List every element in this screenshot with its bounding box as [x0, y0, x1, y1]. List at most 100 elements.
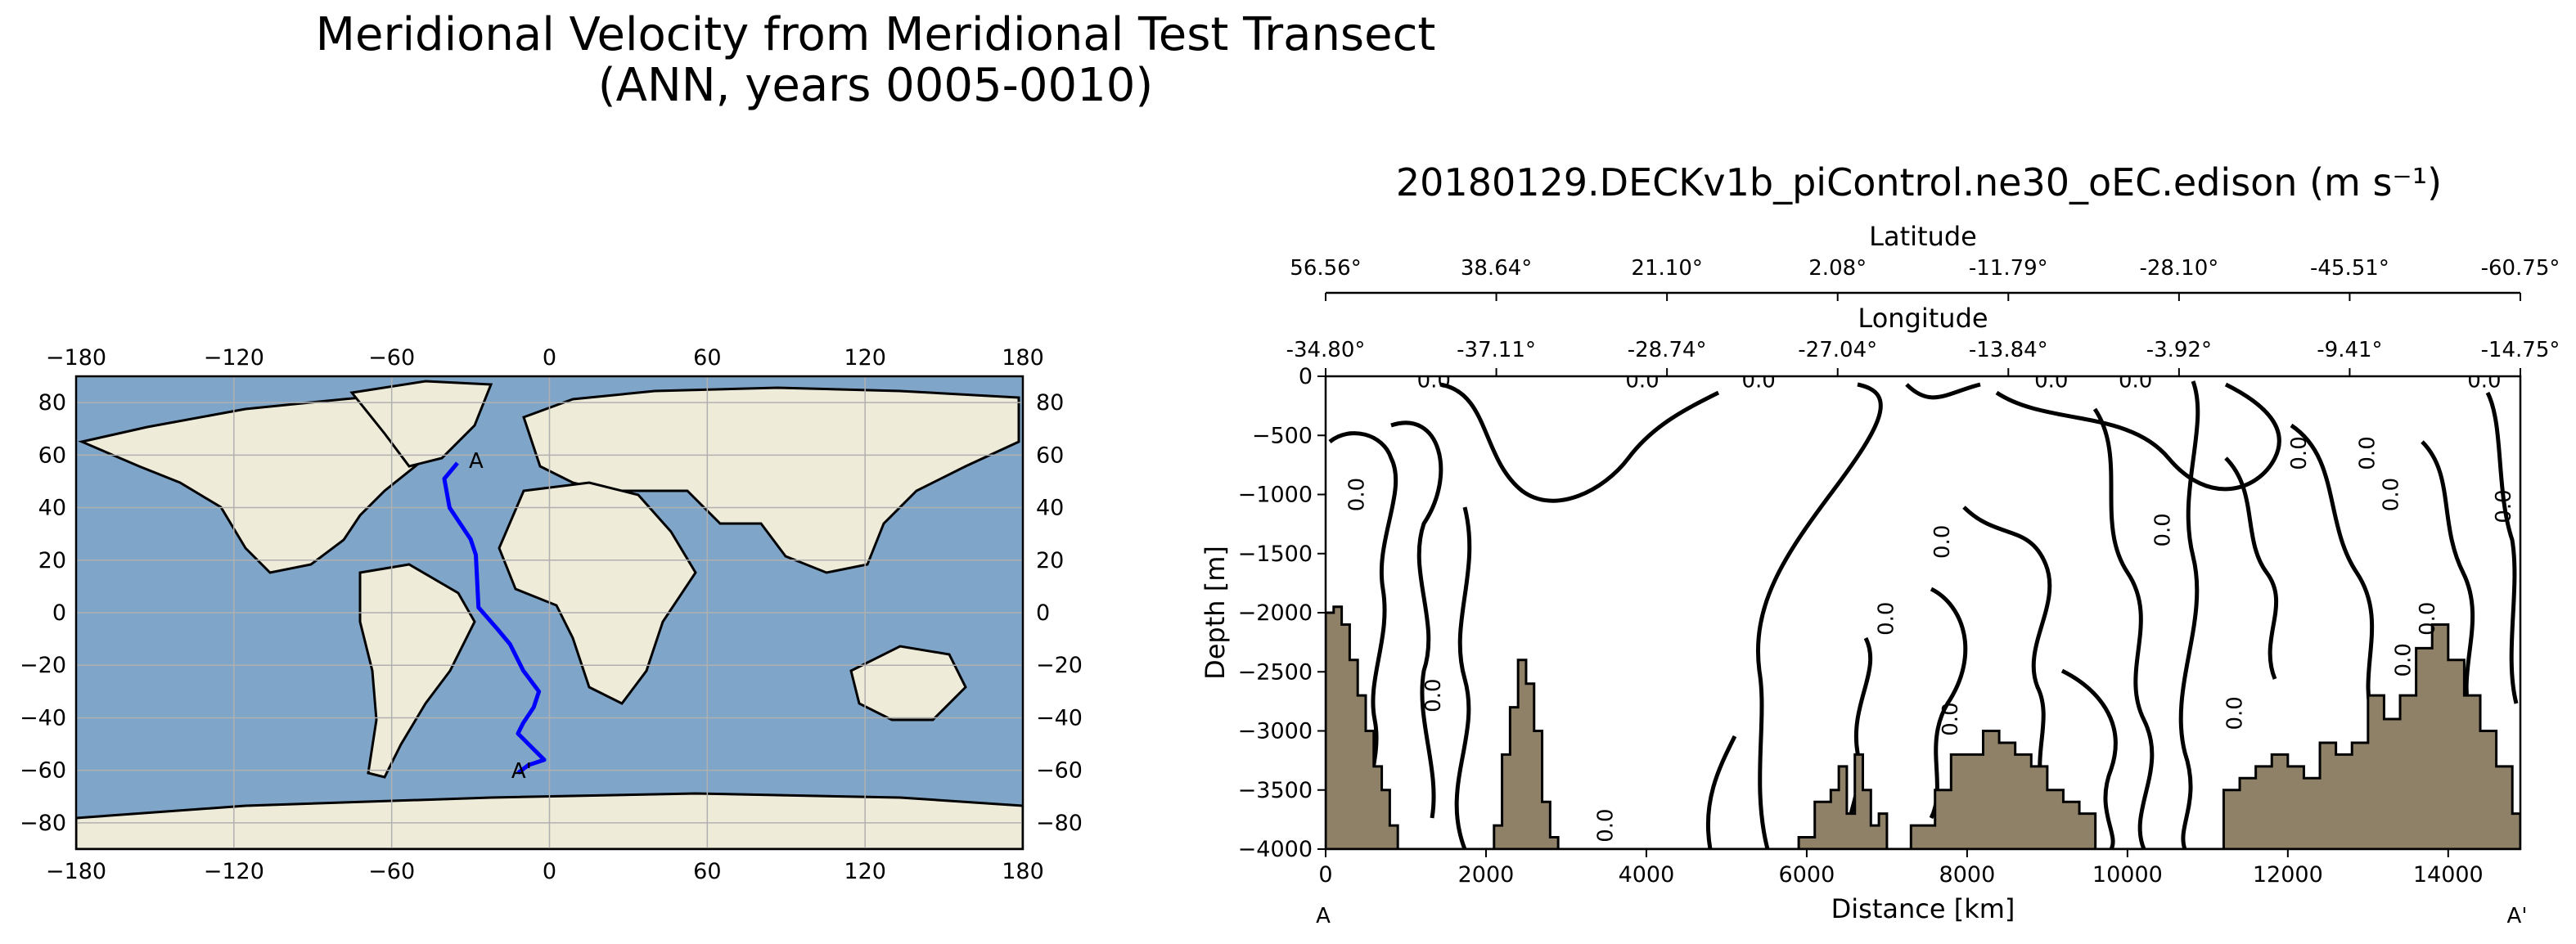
figure-title-line-1: Meridional Velocity from Meridional Test… — [315, 8, 1436, 61]
section-panel: 0.0 0.0 0.0 0.0 0.0 0.00.00.0 0.00.00.00.00.00… — [1200, 221, 2560, 928]
contour-line — [1995, 382, 2281, 492]
contour-line — [1705, 735, 1737, 849]
land-masses — [76, 380, 1023, 849]
distance-tick-label: 8000 — [1939, 862, 1996, 888]
africa-land — [498, 481, 697, 705]
map-top-tick-label: −180 — [46, 345, 106, 371]
section-end-label: A' — [2507, 904, 2528, 928]
map-left-tick-label: −60 — [20, 758, 66, 784]
contour-label: 0.0 — [1939, 702, 1963, 735]
map-bottom-tick-label: 120 — [844, 859, 886, 884]
contour-line — [2224, 456, 2279, 680]
map-left-tick-label: −20 — [20, 653, 66, 678]
longitude-tick-label: -13.84° — [1969, 338, 2048, 362]
latitude-axis-title: Latitude — [1869, 221, 1977, 252]
longitude-tick-label: -14.75° — [2481, 338, 2560, 362]
map-bottom-tick-label: −60 — [368, 859, 415, 884]
contour-line — [1962, 506, 2052, 795]
map-left-tick-label: 20 — [38, 548, 66, 573]
contour-label: 0.0 — [2034, 368, 2068, 393]
map-bottom-tick-label: 60 — [693, 859, 721, 884]
longitude-tick-labels: -34.80° -37.11° -28.74° -27.04° -13.84° -3.92… — [1286, 338, 2560, 376]
distance-axis-title: Distance [km] — [1831, 893, 2015, 924]
depth-tick-label: −3000 — [1238, 719, 1313, 744]
latitude-tick-label: -60.75° — [2481, 256, 2560, 281]
distance-tick-label: 14000 — [2413, 862, 2484, 888]
map-frame — [74, 375, 1025, 851]
contour-line — [2178, 380, 2200, 849]
contour-label: 0.0 — [1625, 368, 1659, 393]
section-start-label: A — [1316, 904, 1331, 928]
depth-tick-label: −1500 — [1238, 542, 1313, 567]
map-panel: A A' −180 −180 −120 −120 −60 −60 0 0 60 60 120 120 1… — [20, 345, 1083, 884]
contour-line — [2060, 668, 2118, 849]
map-tick-labels: −180 −180 −120 −120 −60 −60 0 0 60 60 120 120 180 180… — [20, 345, 1083, 884]
contour-label: 0.0 — [1930, 525, 1955, 559]
map-right-tick-label: 20 — [1036, 548, 1064, 573]
map-top-tick-label: −120 — [204, 345, 264, 371]
contour-label: 0.0 — [1593, 808, 1618, 842]
map-left-tick-label: −80 — [20, 811, 66, 836]
map-top-tick-label: −60 — [368, 345, 415, 371]
contour-label: 0.0 — [2119, 368, 2152, 393]
distance-tick-label: 2000 — [1458, 862, 1515, 888]
contour-label: 0.0 — [1874, 602, 1898, 636]
figure-title-line-2: (ANN, years 0005-0010) — [597, 59, 1154, 112]
map-right-tick-label: −20 — [1036, 653, 1083, 678]
distance-tick-label: 12000 — [2253, 862, 2323, 888]
contour-label: 0.0 — [2223, 696, 2248, 730]
map-top-tick-label: 0 — [543, 345, 556, 371]
contour-label: 0.0 — [1345, 478, 1370, 511]
contour-label: 0.0 — [2391, 643, 2416, 677]
section-axes: 0 2000 4000 6000 8000 10000 12000 14000 0 −500 −10… — [1238, 364, 2484, 888]
depth-tick-label: −1000 — [1238, 483, 1313, 508]
longitude-tick-label: -37.11° — [1457, 338, 1536, 362]
contour-line — [2092, 407, 2155, 849]
map-top-tick-label: 60 — [693, 345, 721, 371]
contour-line — [1439, 382, 1720, 503]
map-right-tick-label: −40 — [1036, 705, 1083, 730]
contour-line — [1454, 506, 1472, 849]
distance-tick-label: 10000 — [2092, 862, 2163, 888]
contour-label: 0.0 — [2416, 602, 2440, 636]
map-right-tick-label: 0 — [1036, 600, 1050, 626]
latitude-tick-label: -45.51° — [2310, 256, 2389, 281]
map-bottom-tick-label: −120 — [204, 859, 264, 884]
map-top-tick-label: 120 — [844, 345, 886, 371]
map-bottom-tick-label: 0 — [543, 859, 556, 884]
latitude-tick-label: 56.56° — [1290, 256, 1361, 281]
map-bottom-tick-label: 180 — [1002, 859, 1044, 884]
depth-tick-label: −3500 — [1238, 778, 1313, 803]
map-right-tick-label: 60 — [1036, 443, 1064, 468]
contour-label: 0.0 — [2380, 478, 2404, 511]
contour-label: 0.0 — [2287, 436, 2312, 470]
contour-line — [1390, 420, 1443, 819]
latitude-tick-label: 21.10° — [1631, 256, 1702, 281]
map-left-tick-label: 40 — [38, 496, 66, 521]
map-left-tick-label: 60 — [38, 443, 66, 468]
map-transect-end-label: A' — [511, 759, 532, 784]
longitude-tick-label: -34.80° — [1286, 338, 1366, 362]
bathymetry — [1326, 605, 2520, 849]
longitude-tick-label: -9.41° — [2317, 338, 2382, 362]
map-bottom-tick-label: −180 — [46, 859, 106, 884]
transect-line — [442, 461, 547, 775]
contour-label: 0.0 — [1421, 678, 1446, 712]
depth-tick-label: −500 — [1252, 423, 1313, 448]
longitude-axis-title: Longitude — [1858, 303, 1988, 334]
depth-tick-label: −2500 — [1238, 659, 1313, 685]
contour-line — [2485, 391, 2519, 704]
longitude-tick-label: -27.04° — [1798, 338, 1877, 362]
depth-tick-label: −4000 — [1238, 837, 1313, 862]
depth-axis-title: Depth [m] — [1200, 546, 1231, 680]
contour-label: 0.0 — [2467, 368, 2501, 393]
longitude-tick-label: -3.92° — [2146, 338, 2212, 362]
distance-tick-label: 0 — [1318, 862, 1332, 888]
map-right-tick-label: −60 — [1036, 758, 1083, 784]
contour-labels: 0.0 0.0 0.0 0.0 0.0 0.00.00.0 0.00.00.00.00.00… — [1345, 368, 2516, 843]
contour-label: 0.0 — [1741, 368, 1775, 393]
map-top-tick-label: 180 — [1002, 345, 1044, 371]
contour-line — [1905, 382, 1981, 400]
contour-line — [1756, 382, 1883, 849]
